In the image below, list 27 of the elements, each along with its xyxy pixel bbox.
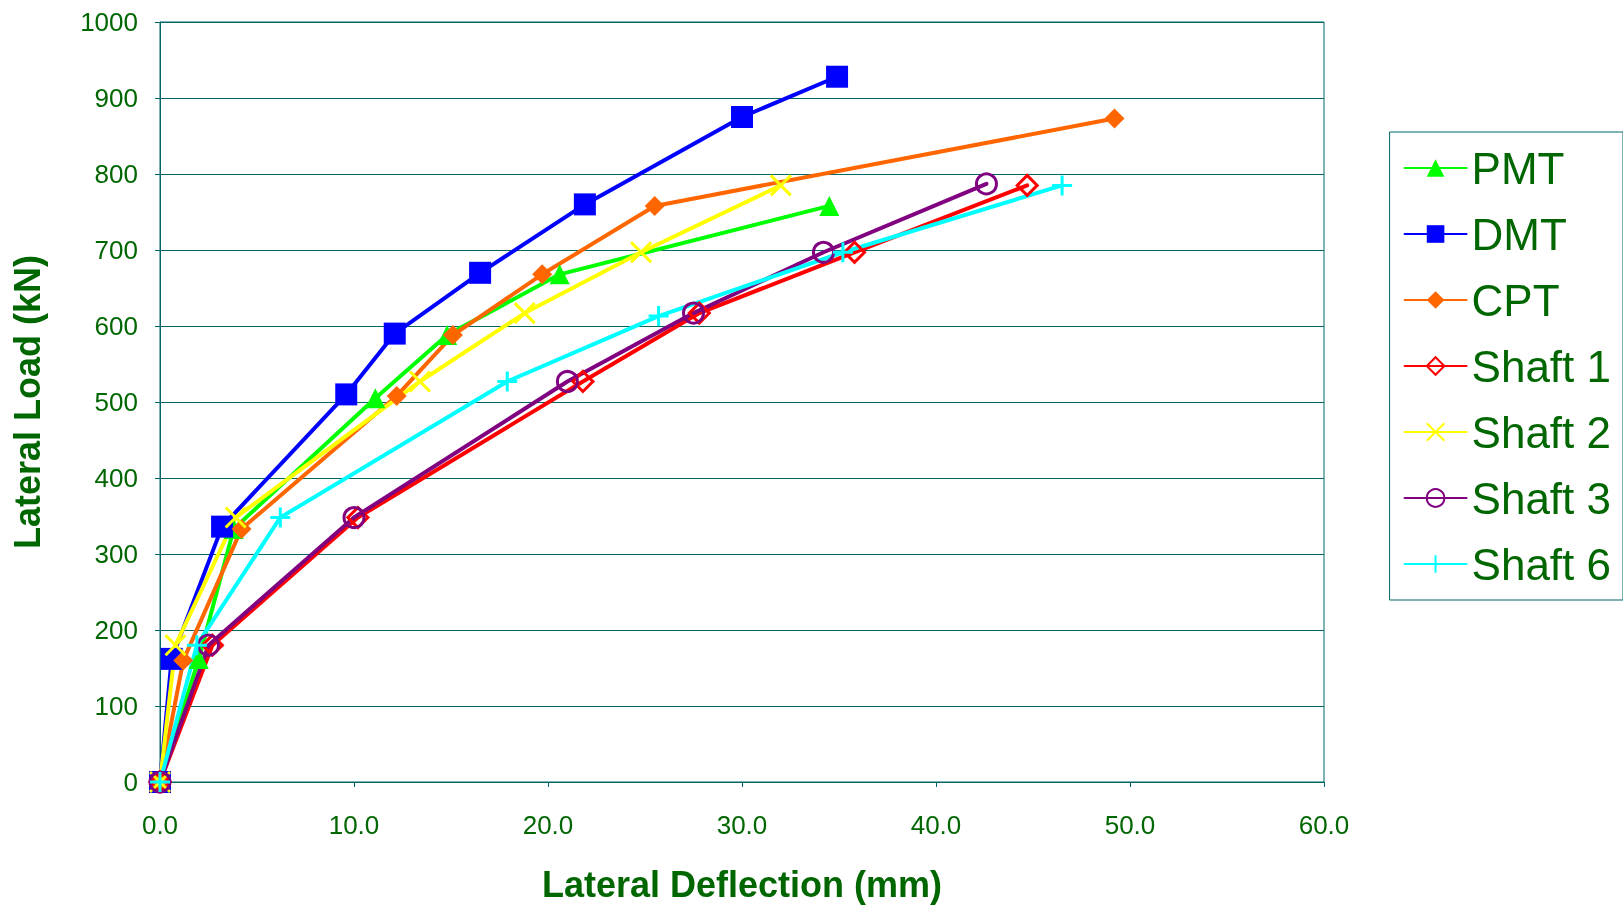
y-tick-label: 100 bbox=[94, 691, 138, 721]
x-tick-label: 50.0 bbox=[1104, 810, 1156, 840]
legend-label: Shaft 3 bbox=[1471, 473, 1611, 523]
x-axis-title: Lateral Deflection (mm) bbox=[541, 863, 943, 905]
y-axis-title: Lateral Load (kN) bbox=[6, 254, 48, 550]
y-tick-label: 700 bbox=[94, 235, 138, 265]
legend-label: Shaft 1 bbox=[1471, 341, 1611, 391]
y-tick-label: 400 bbox=[94, 463, 138, 493]
x-tick-label: 60.0 bbox=[1298, 810, 1350, 840]
y-tick-label: 200 bbox=[94, 615, 138, 645]
y-tick-label: 0 bbox=[123, 767, 138, 797]
legend-label: Shaft 2 bbox=[1471, 407, 1611, 457]
x-tick-label: 30.0 bbox=[716, 810, 768, 840]
legend-label: Shaft 6 bbox=[1471, 539, 1611, 589]
y-tick-label: 600 bbox=[94, 311, 138, 341]
y-tick-label: 500 bbox=[94, 387, 138, 417]
x-tick-label: 0.0 bbox=[141, 810, 179, 840]
legend-label: CPT bbox=[1471, 275, 1560, 325]
x-tick-label: 20.0 bbox=[522, 810, 574, 840]
x-tick-label: 40.0 bbox=[910, 810, 962, 840]
legend-label: PMT bbox=[1471, 143, 1565, 193]
y-tick-label: 800 bbox=[94, 159, 138, 189]
y-tick-label: 300 bbox=[94, 539, 138, 569]
legend-label: DMT bbox=[1471, 209, 1567, 259]
x-tick-label: 10.0 bbox=[328, 810, 380, 840]
y-tick-label: 1000 bbox=[80, 7, 138, 37]
y-tick-label: 900 bbox=[94, 83, 138, 113]
